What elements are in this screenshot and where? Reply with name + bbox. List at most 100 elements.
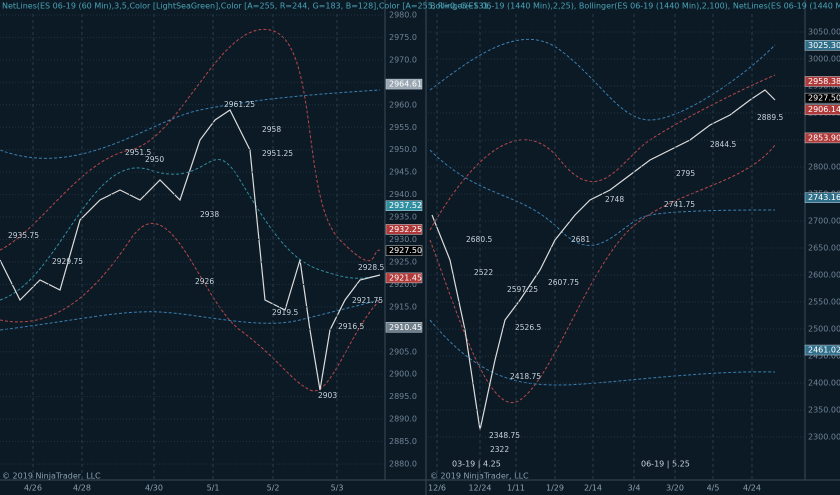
price-annotation: 2935.75 <box>8 231 39 240</box>
date-label: 3/4 <box>628 484 641 493</box>
price-tag <box>804 76 840 87</box>
y-tick-label: 2920.0 <box>389 280 417 289</box>
y-tick-label: 2915.0 <box>389 302 417 311</box>
price-tag <box>385 272 423 284</box>
y-tick-label: 2800.00 <box>808 163 840 172</box>
price-tag-label: 2921.45 <box>389 273 422 282</box>
price-tag-label: 2853.90 <box>808 133 840 142</box>
y-tick-label: 2900.0 <box>389 370 417 379</box>
price-tag-label: 2932.25 <box>389 225 422 234</box>
price-tag <box>385 224 423 235</box>
date-label: 3/20 <box>666 484 684 493</box>
price-tag <box>804 132 840 144</box>
y-tick-label: 2925.0 <box>389 257 417 266</box>
date-label: 4/26 <box>24 484 42 493</box>
price-annotation: 2889.5 <box>757 113 783 122</box>
price-annotation: 2748 <box>605 195 624 204</box>
y-tick-label: 3000.00 <box>808 55 840 64</box>
date-label: 4/30 <box>145 484 163 493</box>
y-tick-label: 2650.00 <box>808 244 840 253</box>
price-tag <box>804 92 840 104</box>
price-annotation: 2961.25 <box>224 100 255 109</box>
y-tick-label: 2350.00 <box>808 406 840 415</box>
price-annotation: 2928.5 <box>358 263 384 272</box>
price-annotation: 2680.5 <box>466 235 492 244</box>
price-tag <box>804 104 840 115</box>
price-tag <box>385 200 423 211</box>
price-annotation: 2844.5 <box>710 140 736 149</box>
contract-mark: 03-19 | 4.25 <box>452 460 501 469</box>
price-annotation: 2681 <box>571 235 590 244</box>
price-tag <box>385 322 423 333</box>
date-label: 4/5 <box>707 484 720 493</box>
price-tag-label: 2743.16 <box>808 193 840 202</box>
y-tick-label: 2950.0 <box>389 145 417 154</box>
y-tick-label: 2980.0 <box>389 11 417 20</box>
date-label: 5/1 <box>207 484 220 493</box>
y-tick-label: 2600.00 <box>808 271 840 280</box>
price-tag-label: 2964.61 <box>389 80 422 89</box>
y-tick-label: 2930.0 <box>389 235 417 244</box>
left-price-path <box>0 109 381 391</box>
price-annotation: 2919.5 <box>272 308 298 317</box>
date-label: 4/28 <box>73 484 91 493</box>
price-tag-label: 2906.14 <box>808 105 840 114</box>
price-annotation: 2322 <box>490 445 509 454</box>
y-tick-label: 2450.00 <box>808 352 840 361</box>
price-annotation: 2418.75 <box>510 372 541 381</box>
y-tick-label: 2880.0 <box>389 460 417 469</box>
price-annotation: 2938 <box>200 210 219 219</box>
y-tick-label: 2975.0 <box>389 33 417 42</box>
date-label: 5/2 <box>267 484 280 493</box>
y-tick-label: 2935.0 <box>389 213 417 222</box>
y-tick-label: 2300.00 <box>808 433 840 442</box>
date-label: 12/6 <box>428 484 446 493</box>
price-annotation: 2795 <box>676 169 695 178</box>
y-tick-label: 2890.0 <box>389 415 417 424</box>
price-tag-label: 2958.38 <box>808 77 840 86</box>
y-tick-label: 2895.0 <box>389 392 417 401</box>
price-tag <box>385 245 423 256</box>
price-annotation: 2348.75 <box>489 431 520 440</box>
copyright: © 2019 NinjaTrader, LLC <box>2 472 101 481</box>
date-label: 12/24 <box>468 484 491 493</box>
date-label: 2/14 <box>584 484 602 493</box>
y-tick-label: 2945.0 <box>389 168 417 177</box>
contract-mark: 06-19 | 5.25 <box>641 460 690 469</box>
right-price-path <box>431 89 776 431</box>
price-annotation: 2607.75 <box>548 278 579 287</box>
price-annotation: 2741.75 <box>664 200 695 209</box>
price-annotation: 2921.75 <box>352 296 383 305</box>
y-tick-label: 2400.00 <box>808 379 840 388</box>
price-tag <box>804 344 840 356</box>
price-annotation: 2522 <box>474 268 493 277</box>
left-header: NetLines(ES 06-19 (60 Min),3,5,Color [Li… <box>2 2 491 11</box>
price-annotation: 2526.5 <box>515 323 541 332</box>
price-tag <box>804 40 840 51</box>
price-annotation: 2903 <box>318 391 337 400</box>
right-bands <box>429 38 776 403</box>
price-annotation: 2951.25 <box>262 149 293 158</box>
price-tag-label: 2927.50 <box>389 246 422 255</box>
y-tick-label: 2885.0 <box>389 437 417 446</box>
y-tick-label: 3050.00 <box>808 28 840 37</box>
date-label: 5/3 <box>331 484 344 493</box>
y-tick-label: 2905.0 <box>389 347 417 356</box>
price-tag <box>804 192 840 203</box>
price-annotation: 2929.75 <box>52 257 83 266</box>
y-tick-label: 2960.0 <box>389 100 417 109</box>
y-tick-label: 2970.0 <box>389 55 417 64</box>
price-annotation: 2926 <box>195 277 214 286</box>
y-tick-label: 2500.00 <box>808 325 840 334</box>
price-tag-label: 3025.30 <box>808 41 840 50</box>
y-tick-label: 2940.0 <box>389 190 417 199</box>
y-tick-label: 2550.00 <box>808 298 840 307</box>
price-tag <box>385 78 423 90</box>
date-label: 1/11 <box>507 484 525 493</box>
price-annotation: 2951.5 <box>125 148 151 157</box>
price-annotation: 2597.25 <box>507 285 538 294</box>
date-label: 4/24 <box>743 484 761 493</box>
y-tick-label: 2955.0 <box>389 123 417 132</box>
price-tag-label: 2927.50 <box>808 94 840 103</box>
